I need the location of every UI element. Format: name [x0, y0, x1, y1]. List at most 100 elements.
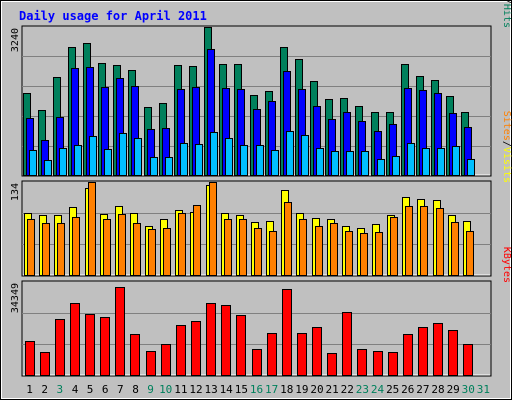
chart-panels: 3240Pages/Files/Hits134Sites/Visits34349…	[10, 0, 512, 377]
legend-separator: /	[501, 141, 512, 147]
chart-inner-border	[1, 1, 511, 399]
x-tick-day-11: 11	[174, 383, 187, 396]
x-tick-day-23: 23	[356, 383, 369, 396]
bar-sites-day-21	[330, 223, 338, 276]
bar-sites-day-7	[118, 214, 126, 276]
bar-kbytes-day-18	[282, 289, 292, 376]
bar-sites-day-2	[42, 223, 50, 276]
bar-kbytes-day-10	[161, 344, 171, 376]
bar-pages-day-24	[377, 159, 385, 176]
bar-pages-day-2	[44, 160, 52, 176]
bar-kbytes-day-13	[206, 303, 216, 376]
bar-kbytes-day-11	[176, 325, 186, 376]
x-tick-day-20: 20	[310, 383, 323, 396]
bar-sites-day-14	[224, 219, 232, 276]
bar-sites-day-25	[390, 217, 398, 276]
x-tick-day-13: 13	[204, 383, 217, 396]
y-max-label: 34349	[10, 283, 21, 313]
bar-sites-day-8	[133, 223, 141, 276]
bar-sites-day-28	[436, 208, 444, 276]
bar-pages-day-9	[150, 157, 158, 176]
x-tick-day-18: 18	[280, 383, 293, 396]
x-tick-day-27: 27	[416, 383, 429, 396]
legend-sites: Sites	[501, 111, 512, 141]
bar-sites-day-30	[466, 231, 474, 276]
bar-pages-day-22	[346, 151, 354, 176]
legend-visits: Visits	[501, 147, 512, 183]
bar-kbytes-day-17	[267, 333, 277, 376]
bar-pages-day-19	[301, 135, 309, 176]
bar-kbytes-day-19	[297, 333, 307, 376]
x-tick-day-7: 7	[117, 383, 124, 396]
bar-sites-day-1	[27, 219, 35, 276]
bar-kbytes-day-12	[191, 321, 201, 376]
bar-sites-day-15	[239, 219, 247, 276]
bar-pages-day-20	[316, 148, 324, 176]
bar-sites-day-5	[88, 182, 96, 276]
x-tick-day-17: 17	[265, 383, 278, 396]
x-axis: 1 2 3 4 5 6 7 8 9 10 11 12 13 14 15 16 17 18 19 20 21 22 23 24 2…	[26, 383, 490, 396]
bar-kbytes-day-20	[312, 327, 322, 376]
x-tick-day-28: 28	[431, 383, 444, 396]
y-legend: KBytes	[501, 247, 512, 283]
bar-kbytes-day-23	[357, 349, 367, 376]
x-tick-day-19: 19	[295, 383, 308, 396]
y-max-label: 3240	[10, 28, 21, 52]
bar-sites-day-4	[72, 217, 80, 276]
bar-kbytes-day-6	[100, 317, 110, 376]
panel-1: 3240 Pages/Files/Hits	[10, 0, 512, 177]
x-tick-day-29: 29	[447, 383, 460, 396]
bar-pages-day-27	[422, 148, 430, 176]
bar-sites-day-18	[284, 202, 292, 276]
bar-kbytes-day-27	[418, 327, 428, 376]
x-tick-day-1: 1	[26, 383, 33, 396]
bar-kbytes-day-16	[252, 349, 262, 376]
x-tick-day-30: 30	[462, 383, 475, 396]
bar-kbytes-day-9	[146, 351, 156, 376]
x-tick-day-8: 8	[132, 383, 139, 396]
bar-pages-day-1	[29, 150, 37, 176]
bar-pages-day-10	[165, 157, 173, 176]
bar-sites-day-16	[254, 228, 262, 276]
x-tick-day-5: 5	[87, 383, 94, 396]
bar-sites-day-22	[345, 231, 353, 276]
x-tick-day-2: 2	[41, 383, 48, 396]
bar-sites-day-11	[178, 213, 186, 276]
bar-sites-day-9	[148, 229, 156, 276]
x-tick-day-3: 3	[56, 383, 63, 396]
bar-kbytes-day-25	[388, 352, 398, 376]
bar-pages-day-12	[195, 144, 203, 176]
bar-pages-day-13	[210, 132, 218, 176]
bar-kbytes-day-3	[55, 319, 65, 376]
x-tick-day-24: 24	[371, 383, 385, 396]
x-tick-day-31: 31	[477, 383, 490, 396]
bar-sites-day-23	[360, 233, 368, 276]
bar-pages-day-6	[104, 149, 112, 176]
bar-pages-day-28	[437, 148, 445, 176]
bar-kbytes-day-2	[40, 352, 50, 376]
bar-pages-day-26	[407, 143, 415, 176]
bar-kbytes-day-21	[327, 353, 337, 376]
bar-sites-day-26	[405, 206, 413, 276]
legend-hits: Hits	[501, 4, 512, 28]
x-tick-day-9: 9	[147, 383, 154, 396]
x-tick-day-26: 26	[401, 383, 414, 396]
bar-pages-day-7	[119, 133, 127, 176]
bar-pages-day-18	[286, 131, 294, 176]
x-tick-day-22: 22	[341, 383, 354, 396]
bar-pages-day-3	[59, 148, 67, 176]
legend-separator: /	[501, 0, 512, 4]
bar-pages-day-25	[392, 156, 400, 176]
bar-kbytes-day-5	[85, 314, 95, 376]
bar-sites-day-24	[375, 232, 383, 276]
bar-pages-day-29	[452, 146, 460, 176]
bar-sites-day-27	[420, 206, 428, 276]
x-tick-day-15: 15	[235, 383, 248, 396]
bar-pages-day-23	[361, 151, 369, 176]
bar-pages-day-17	[271, 150, 279, 176]
legend-kbytes: KBytes	[501, 247, 512, 283]
chart-title: Daily usage for April 2011	[19, 9, 207, 23]
bar-sites-day-19	[299, 219, 307, 276]
